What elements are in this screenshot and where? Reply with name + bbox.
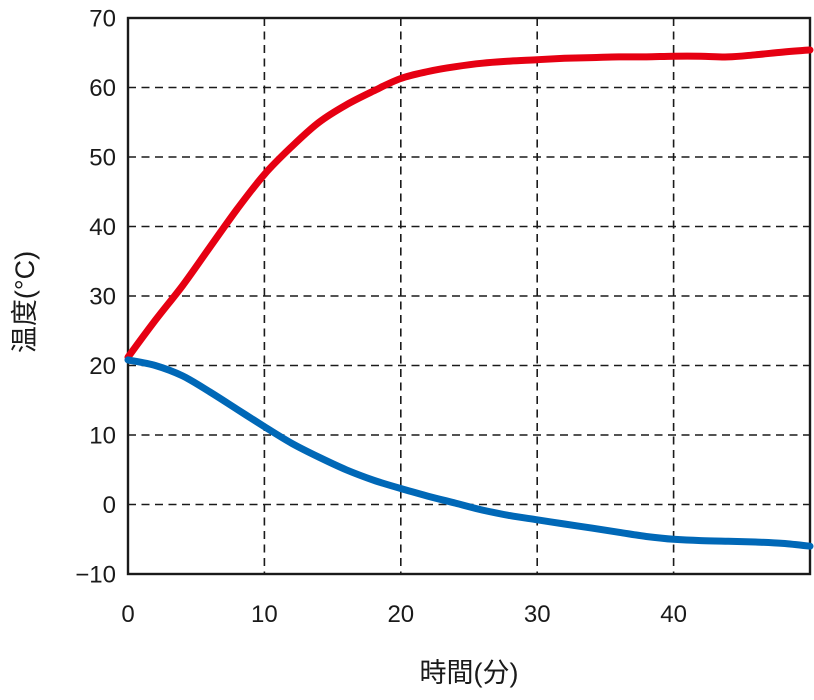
y-tick-label: 20: [89, 353, 116, 380]
x-axis-title: 時間(分): [420, 658, 519, 688]
x-tick-label: 10: [251, 601, 278, 628]
y-tick-label: 60: [89, 75, 116, 102]
x-tick-label: 0: [121, 601, 134, 628]
series-layer: [124, 46, 814, 550]
y-tick-label: 30: [89, 284, 116, 311]
x-tick-label: 40: [660, 601, 687, 628]
x-tick-label: 30: [524, 601, 551, 628]
y-tick-label: 40: [89, 214, 116, 241]
heating-curve: [124, 46, 814, 361]
x-tick-label: 20: [387, 601, 414, 628]
cooling-curve: [124, 356, 814, 550]
y-axis-title: 温度(°C): [10, 251, 40, 353]
y-tick-label: −10: [75, 562, 116, 589]
y-tick-label: 10: [89, 423, 116, 450]
y-tick-label: 70: [89, 6, 116, 33]
y-tick-label: 50: [89, 145, 116, 172]
plot-border: [126, 16, 812, 576]
y-tick-label: 0: [103, 492, 116, 519]
grid-layer: [128, 18, 810, 574]
